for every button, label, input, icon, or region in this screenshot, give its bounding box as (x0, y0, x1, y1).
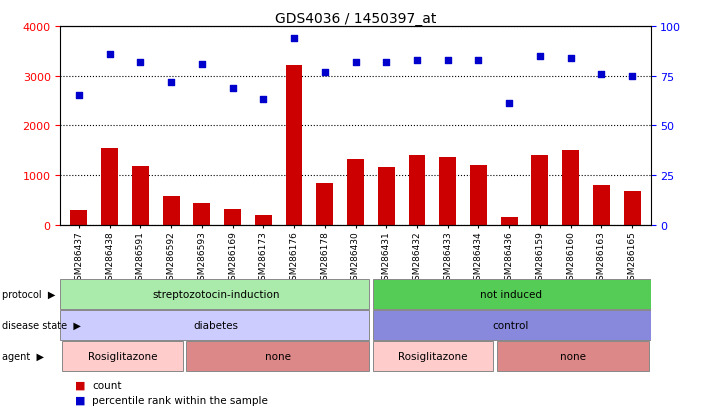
Bar (286, 66, 302, 225)
Bar (255, 215, 272, 225)
Text: count: count (92, 380, 122, 390)
Bar (470, 165, 487, 225)
Bar (316, 183, 333, 225)
Point (166, 79, 177, 85)
Text: disease state  ▶: disease state ▶ (2, 320, 81, 330)
Point (227, 85, 238, 92)
Bar (562, 151, 579, 225)
Bar (347, 159, 364, 225)
Point (411, 57, 422, 64)
Bar (62, 341, 183, 371)
Text: Rosiglitazone: Rosiglitazone (87, 351, 157, 361)
Text: protocol  ▶: protocol ▶ (2, 289, 55, 299)
Text: streptozotocin-induction: streptozotocin-induction (152, 289, 279, 299)
Bar (60, 280, 369, 309)
Bar (373, 341, 493, 371)
Bar (224, 209, 241, 225)
Bar (501, 218, 518, 225)
Point (350, 59, 361, 66)
Point (626, 73, 638, 80)
Bar (60, 311, 369, 340)
Text: not induced: not induced (480, 289, 542, 299)
Point (289, 36, 300, 42)
Point (442, 57, 454, 64)
Bar (409, 156, 425, 225)
Point (257, 97, 269, 104)
Bar (186, 341, 369, 371)
Point (319, 69, 331, 76)
Point (503, 101, 515, 107)
Point (473, 57, 484, 64)
Text: control: control (493, 320, 529, 330)
Bar (497, 341, 649, 371)
Text: percentile rank within the sample: percentile rank within the sample (92, 394, 268, 405)
Text: Rosiglitazone: Rosiglitazone (398, 351, 468, 361)
Bar (439, 157, 456, 225)
Bar (132, 166, 149, 225)
Bar (193, 203, 210, 225)
Point (134, 59, 146, 66)
Bar (163, 196, 180, 225)
Point (596, 71, 607, 78)
Text: GDS4036 / 1450397_at: GDS4036 / 1450397_at (275, 12, 436, 26)
Point (196, 61, 208, 68)
Bar (378, 168, 395, 225)
Point (565, 55, 577, 62)
Bar (624, 191, 641, 225)
Text: diabetes: diabetes (193, 320, 238, 330)
Bar (593, 185, 610, 225)
Text: ■: ■ (75, 380, 85, 390)
Text: none: none (264, 351, 291, 361)
Point (104, 51, 115, 58)
Point (380, 59, 392, 66)
Text: ■: ■ (75, 394, 85, 405)
Text: none: none (560, 351, 586, 361)
Bar (373, 280, 651, 309)
Bar (101, 148, 118, 225)
Point (534, 53, 545, 60)
Bar (531, 156, 548, 225)
Point (73, 93, 85, 100)
Bar (70, 210, 87, 225)
Bar (373, 311, 651, 340)
Text: agent  ▶: agent ▶ (2, 351, 44, 361)
